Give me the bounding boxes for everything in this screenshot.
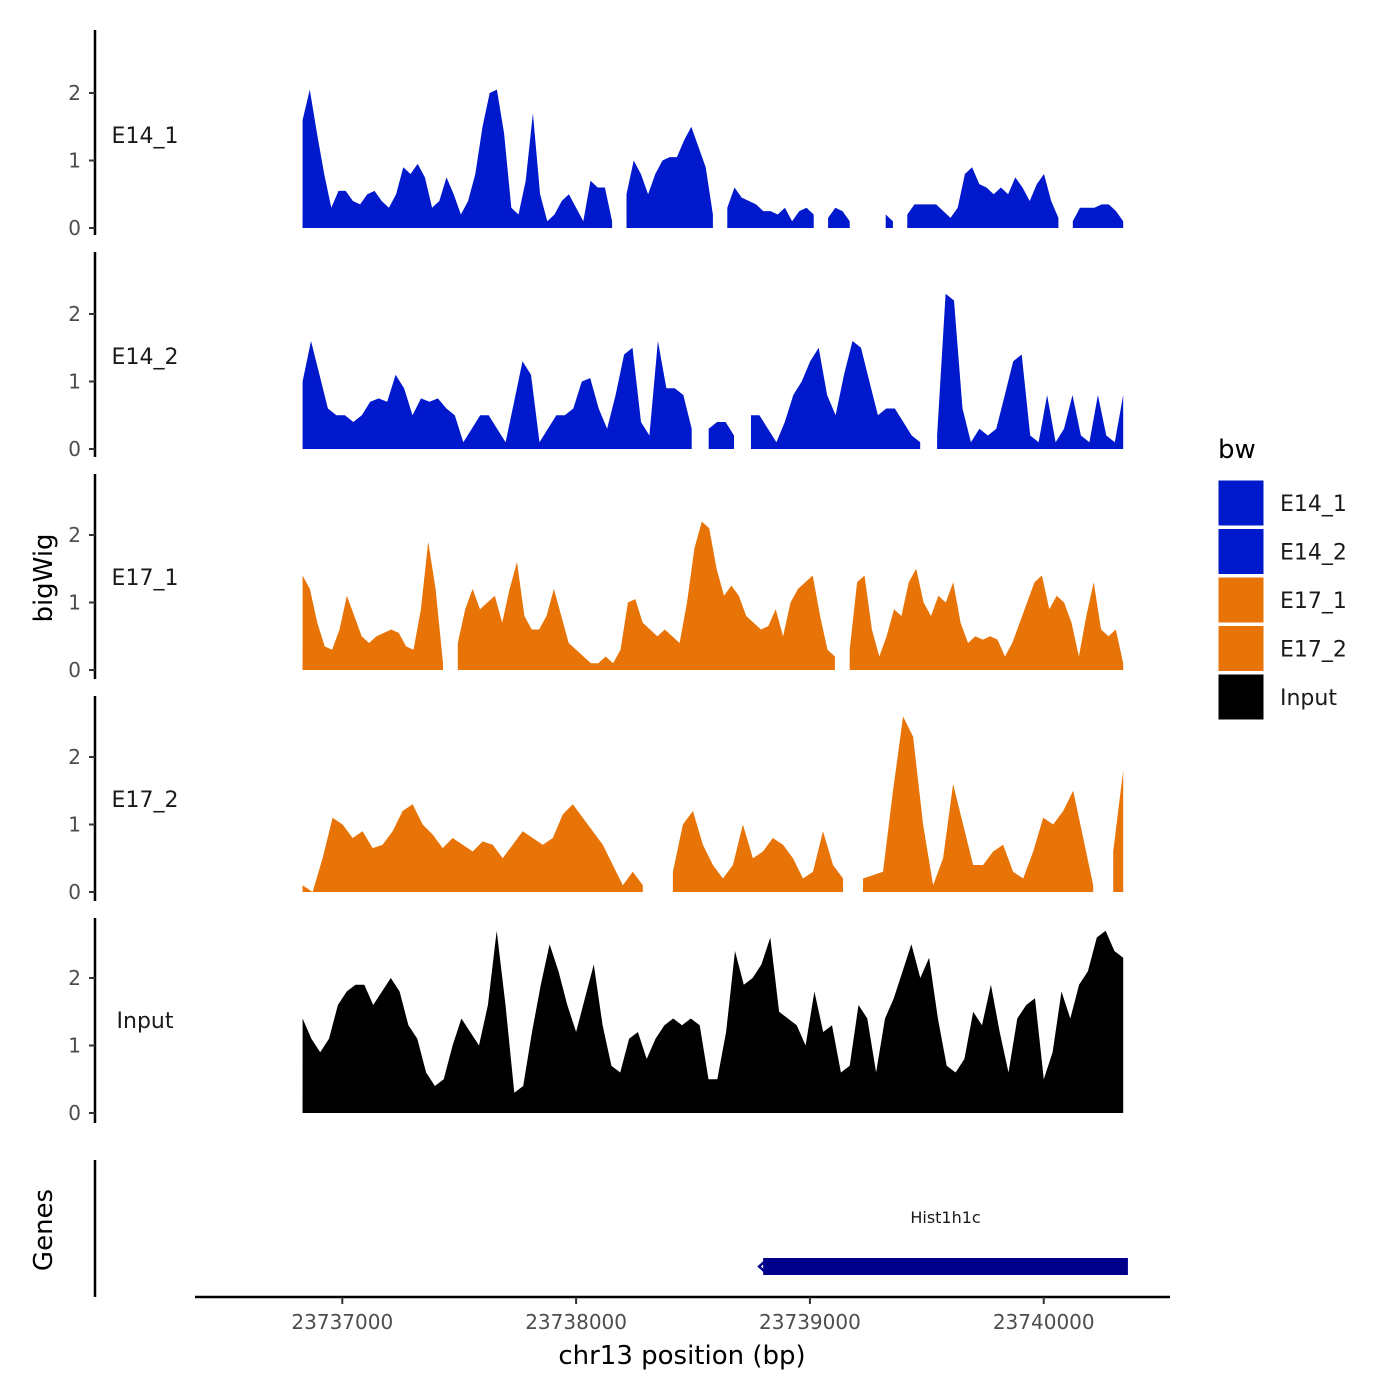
- y-tick-label: 2: [68, 81, 81, 105]
- y-tick-label: 0: [68, 1101, 81, 1125]
- legend-title: bw: [1218, 435, 1256, 465]
- legend-swatch: [1217, 673, 1265, 721]
- gene-track-title: Genes: [29, 1189, 59, 1271]
- legend-label: E17_1: [1280, 589, 1347, 614]
- track-E17_1: 0 1 2 E17_1: [68, 474, 1124, 682]
- area-segment: [457, 521, 835, 670]
- track-panels: 0 1 2 E14_1 0 1 2 E14_2 0 1 2 E17_1 0 1 2 E17_2 0 1 2 Input: [68, 30, 1124, 1125]
- y-tick-label: 0: [68, 658, 81, 682]
- track-E14_2: 0 1 2 E14_2: [68, 252, 1124, 461]
- area-segment: [937, 293, 1124, 449]
- legend-label: E14_2: [1280, 541, 1347, 566]
- area-segment: [302, 89, 613, 228]
- area-segment: [708, 422, 734, 449]
- area-segment: [302, 341, 692, 449]
- legend-label: Input: [1280, 686, 1337, 711]
- area-segment: [828, 207, 850, 228]
- area-segment: [885, 214, 893, 228]
- y-tick-label: 1: [68, 813, 81, 837]
- y-tick-label: 0: [68, 216, 81, 240]
- y-tick-label: 2: [68, 966, 81, 990]
- area-segment: [863, 716, 1094, 892]
- legend-swatch: [1217, 576, 1265, 624]
- track-label: E17_2: [112, 788, 179, 813]
- x-tick-label: 23740000: [993, 1310, 1095, 1334]
- legend-label: E14_1: [1280, 492, 1347, 517]
- area-segment: [907, 167, 1059, 228]
- y-axis-title: bigWig: [29, 533, 59, 622]
- x-tick-label: 23737000: [291, 1310, 393, 1334]
- y-tick-label: 1: [68, 591, 81, 615]
- area-segment: [727, 187, 814, 228]
- y-tick-label: 0: [68, 437, 81, 461]
- y-tick-label: 1: [68, 1034, 81, 1058]
- legend-swatch: [1217, 625, 1265, 672]
- legend-swatch: [1217, 479, 1265, 527]
- y-tick-label: 0: [68, 880, 81, 904]
- area-segment: [302, 930, 1124, 1113]
- y-tick-label: 2: [68, 302, 81, 326]
- area-segment: [302, 804, 643, 892]
- track-Input: 0 1 2 Input: [68, 918, 1124, 1125]
- area-segment: [672, 811, 843, 892]
- gene-strand-arrow: [757, 1259, 768, 1274]
- area-segment: [1072, 204, 1124, 228]
- legend-swatch: [1217, 528, 1265, 575]
- area-segment: [302, 541, 443, 670]
- x-axis-title: chr13 position (bp): [558, 1341, 805, 1371]
- track-label: Input: [117, 1009, 174, 1034]
- track-label: E14_1: [112, 124, 179, 149]
- area-segment: [626, 126, 713, 228]
- gene-panel: Hist1h1c: [93, 1160, 1128, 1297]
- track-E14_1: 0 1 2 E14_1: [68, 30, 1124, 240]
- x-axis: 23737000 23738000 23739000 23740000: [195, 1295, 1170, 1334]
- gene-label: Hist1h1c: [910, 1208, 980, 1227]
- x-tick-label: 23738000: [525, 1310, 627, 1334]
- track-E17_2: 0 1 2 E17_2: [68, 696, 1124, 904]
- gene-body: [763, 1258, 1128, 1275]
- track-label: E14_2: [112, 345, 179, 370]
- track-label: E17_1: [112, 566, 179, 591]
- y-tick-label: 2: [68, 745, 81, 769]
- y-tick-label: 1: [68, 370, 81, 394]
- area-segment: [750, 341, 921, 449]
- x-tick-label: 23739000: [759, 1310, 861, 1334]
- area-segment: [1113, 770, 1124, 892]
- y-tick-label: 2: [68, 523, 81, 547]
- legend-label: E17_2: [1280, 638, 1347, 663]
- y-tick-label: 1: [68, 149, 81, 173]
- area-segment: [849, 568, 1124, 670]
- legend: bw E14_1 E14_2 E17_1 E17_2 Input: [1217, 435, 1347, 721]
